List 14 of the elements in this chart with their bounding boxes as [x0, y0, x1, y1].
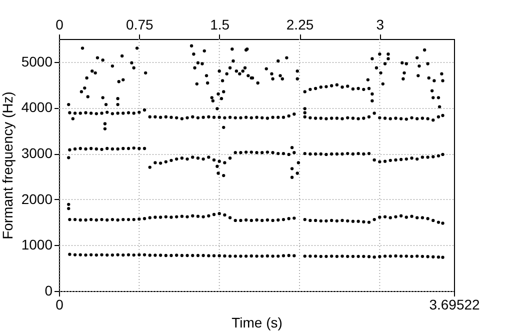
x2-tick-label: 1.5 — [210, 16, 230, 32]
y-tick-label: 5000 — [21, 53, 53, 70]
x-tick-label: 3.69522 — [429, 296, 480, 312]
y-tick-label: 2000 — [21, 190, 53, 207]
x2-tick-label: 2.25 — [286, 16, 314, 32]
y-tick-label: 0 — [44, 282, 53, 298]
y-tick-label: 1000 — [21, 236, 53, 253]
y-axis-title: Formant frequency (Hz) — [0, 92, 16, 240]
y-tick-label: 3000 — [21, 145, 53, 162]
x-axis-title: Time (s) — [232, 314, 282, 330]
x2-tick-label: 0 — [56, 16, 64, 32]
y-tick-label: 4000 — [21, 99, 53, 116]
x2-tick-label: 3 — [376, 16, 384, 32]
x2-tick-label: 0.75 — [126, 16, 154, 32]
